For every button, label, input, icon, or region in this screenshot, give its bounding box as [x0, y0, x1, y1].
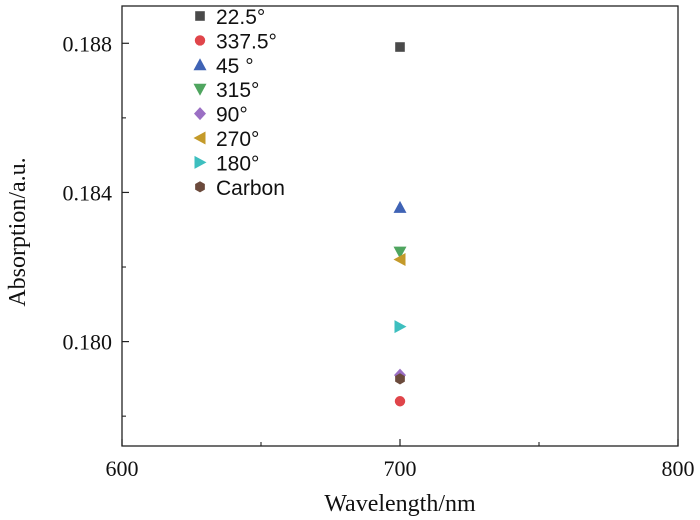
- data-point-hexagon: [395, 373, 405, 385]
- data-point-triangle-right: [394, 320, 407, 334]
- legend-label: 315°: [216, 79, 259, 102]
- legend-marker-triangle-down: [193, 83, 207, 96]
- data-points: [393, 42, 407, 407]
- legend-label: Carbon: [216, 177, 285, 200]
- legend-marker-triangle-up: [193, 58, 207, 71]
- legend-marker-triangle-left: [193, 131, 206, 145]
- legend-label: 45 °: [216, 55, 254, 78]
- y-tick-label: 0.180: [63, 330, 113, 355]
- legend-label: 180°: [216, 152, 259, 175]
- legend-label: 270°: [216, 128, 259, 151]
- legend-marker-circle: [194, 35, 206, 46]
- data-point-triangle-down: [393, 246, 407, 259]
- x-axis-ticks: 600 700 800: [106, 439, 695, 481]
- legend-marker-square: [195, 11, 205, 21]
- x-tick-label: 700: [384, 456, 417, 481]
- y-tick-label: 0.184: [63, 180, 113, 205]
- legend-label: 90°: [216, 104, 248, 127]
- y-axis-ticks: 0.180 0.184 0.188: [63, 31, 129, 417]
- legend: 22.5°337.5°45 °315°90°270°180°Carbon: [193, 6, 285, 200]
- legend-label: 337.5°: [216, 30, 277, 53]
- data-point-square: [395, 42, 405, 52]
- legend-marker-triangle-right: [194, 155, 207, 169]
- legend-marker-diamond: [194, 107, 206, 121]
- data-point-triangle-up: [393, 200, 407, 213]
- data-point-circle: [394, 396, 406, 407]
- x-axis-title: Wavelength/nm: [324, 491, 476, 517]
- legend-marker-hexagon: [195, 181, 205, 193]
- legend-label: 22.5°: [216, 6, 265, 29]
- x-tick-label: 600: [106, 456, 139, 481]
- data-point-triangle-left: [393, 253, 406, 267]
- y-tick-label: 0.188: [63, 31, 113, 56]
- y-axis-title: Absorption/a.u.: [5, 157, 31, 306]
- x-tick-label: 800: [662, 456, 695, 481]
